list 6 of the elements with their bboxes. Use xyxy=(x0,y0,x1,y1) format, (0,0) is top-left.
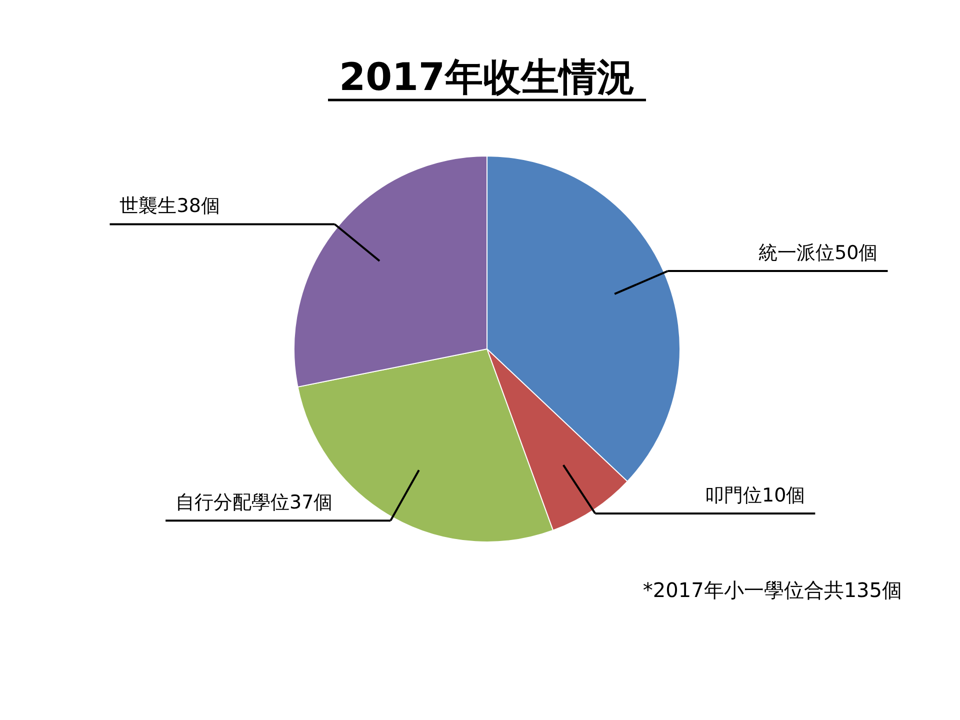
chart-title: 2017年收生情況 xyxy=(339,55,635,99)
slice-label: 叩門位10個 xyxy=(704,484,806,506)
slice-label: 世襲生38個 xyxy=(120,195,220,218)
text: *2017年小一學位合共135個 xyxy=(642,578,902,602)
slice-label: 統一派位50個 xyxy=(758,242,878,264)
slice-label: 自行分配學位37個 xyxy=(176,492,333,514)
